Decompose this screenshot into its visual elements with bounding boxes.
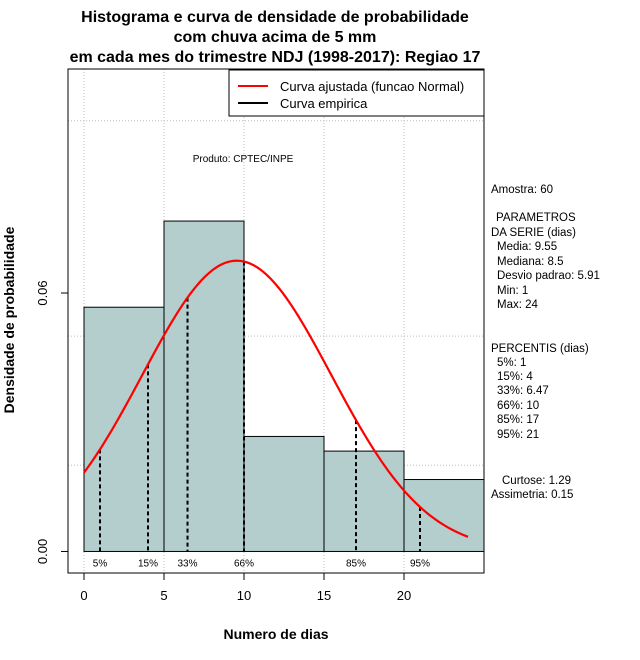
histogram-bar-3 <box>323 450 405 552</box>
x-axis-label: Numero de dias <box>223 626 328 642</box>
param-min: Min: 1 <box>497 285 528 297</box>
normal-curve-group <box>83 259 469 538</box>
chart-title-line-3: em cada mes do trimestre NDJ (1998-2017)… <box>70 49 481 66</box>
x-tick-label-4: 20 <box>397 588 411 603</box>
percentile-label-1: 15% <box>138 558 158 569</box>
x-axis: 0 5 10 15 20 <box>80 572 411 603</box>
percentil-95: 95%: 21 <box>497 429 539 441</box>
param-mediana: Mediana: 8.5 <box>497 256 564 268</box>
normal-curve <box>83 259 469 538</box>
histogram-bar-1 <box>163 220 245 552</box>
y-axis: 0.00 0.06 <box>35 280 68 564</box>
y-axis-label: Densidade de probabilidade <box>1 226 17 413</box>
product-annotation: Produto: CPTEC/INPE <box>193 154 294 165</box>
y-tick-label-1: 0.06 <box>35 280 50 305</box>
percentile-label-2: 33% <box>178 558 198 569</box>
param-max: Max: 24 <box>497 299 539 311</box>
percentile-lines <box>99 261 421 552</box>
x-tick-label-0: 0 <box>80 588 87 603</box>
plot-frame <box>67 68 485 574</box>
percentil-5: 5%: 1 <box>497 357 526 369</box>
percentil-66: 66%: 10 <box>497 400 539 412</box>
y-tick-label-0: 0.00 <box>35 539 50 564</box>
percentis-header: PERCENTIS (dias) <box>491 343 589 355</box>
percentil-15: 15%: 4 <box>497 371 533 383</box>
chart-title-line-2: com chuva acima de 5 mm <box>174 29 377 46</box>
params-header-1: PARAMETROS <box>496 212 576 224</box>
param-desvio: Desvio padrao: 5.91 <box>497 270 600 282</box>
legend-label-fitted: Curva ajustada (funcao Normal) <box>280 79 464 94</box>
histogram-bar-0 <box>83 306 165 552</box>
percentil-85: 85%: 17 <box>497 414 539 426</box>
percentil-33: 33%: 6.47 <box>497 385 549 397</box>
percentile-label-5: 95% <box>410 558 430 569</box>
x-tick-label-1: 5 <box>160 588 167 603</box>
legend-box <box>228 69 485 117</box>
legend-label-empirical: Curva empirica <box>280 96 368 111</box>
percentile-label-3: 66% <box>234 558 254 569</box>
params-header-2: DA SERIE (dias) <box>491 227 576 239</box>
percentile-label-4: 85% <box>346 558 366 569</box>
stats-side-panel: Amostra: 60 PARAMETROS DA SERIE (dias) M… <box>491 184 600 501</box>
percentile-labels: 5% 15% 33% 66% 85% 95% <box>93 558 430 569</box>
assimetria: Assimetria: 0.15 <box>491 489 573 501</box>
x-tick-label-2: 10 <box>237 588 251 603</box>
histogram-bar-4 <box>403 479 485 552</box>
percentile-label-0: 5% <box>93 558 108 569</box>
histogram-bars <box>83 220 485 552</box>
curtose: Curtose: 1.29 <box>502 475 571 487</box>
param-media: Media: 9.55 <box>497 241 557 253</box>
sample-size: Amostra: 60 <box>491 184 553 196</box>
histogram-bar-2 <box>243 435 325 552</box>
x-tick-label-3: 15 <box>317 588 331 603</box>
chart-title-line-1: Histograma e curva de densidade de proba… <box>81 9 469 26</box>
legend: Curva ajustada (funcao Normal) Curva emp… <box>228 69 485 117</box>
